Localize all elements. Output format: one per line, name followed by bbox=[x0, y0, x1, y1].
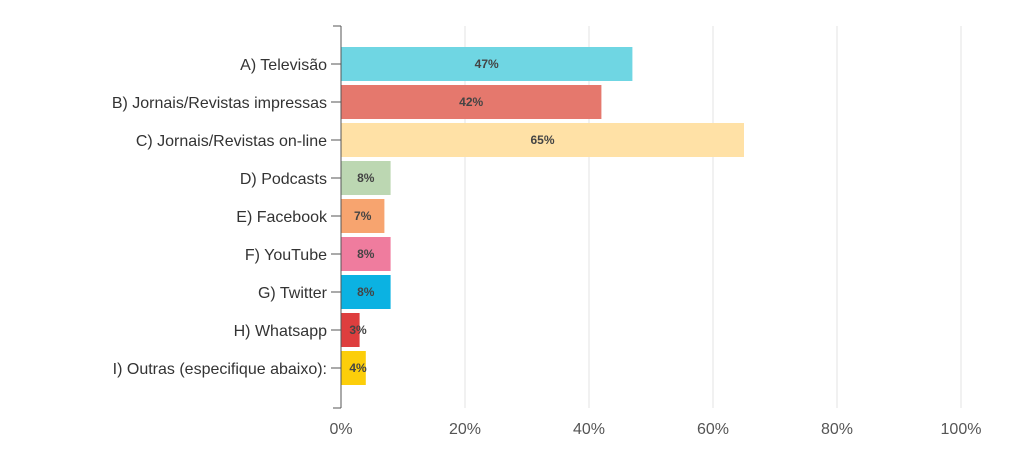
data-label: 3% bbox=[349, 323, 367, 337]
data-label: 47% bbox=[475, 57, 499, 71]
bar bbox=[341, 313, 360, 347]
bar bbox=[341, 199, 385, 233]
bars: 47% 42% 65% 8% 7% 8% 8% 3% 4% bbox=[341, 47, 744, 385]
category-label: I) Outras (especifique abaixo): bbox=[113, 361, 327, 378]
x-tick-label: 80% bbox=[821, 421, 853, 438]
category-label: D) Podcasts bbox=[240, 171, 327, 188]
data-label: 8% bbox=[357, 285, 375, 299]
bar bbox=[341, 237, 391, 271]
category-label: B) Jornais/Revistas impressas bbox=[112, 95, 327, 112]
category-label: H) Whatsapp bbox=[234, 323, 327, 340]
data-label: 42% bbox=[459, 95, 483, 109]
x-tick-label: 20% bbox=[449, 421, 481, 438]
data-label: 8% bbox=[357, 171, 375, 185]
x-tick-labels: 0% 20% 40% 60% 80% 100% bbox=[329, 421, 981, 438]
category-label: G) Twitter bbox=[258, 285, 328, 302]
bar bbox=[341, 275, 391, 309]
gridlines bbox=[464, 26, 962, 408]
x-tick-label: 40% bbox=[573, 421, 605, 438]
data-label: 4% bbox=[349, 361, 367, 375]
category-label: E) Facebook bbox=[236, 209, 328, 226]
data-label: 7% bbox=[354, 209, 372, 223]
x-tick-label: 60% bbox=[697, 421, 729, 438]
bar bbox=[341, 351, 366, 385]
y-axis bbox=[331, 25, 342, 409]
data-label: 65% bbox=[530, 133, 554, 147]
category-labels: A) Televisão B) Jornais/Revistas impressa… bbox=[112, 57, 328, 378]
bar bbox=[341, 123, 744, 157]
category-label: F) YouTube bbox=[245, 247, 327, 264]
bar bbox=[341, 85, 602, 119]
bar bbox=[341, 47, 633, 81]
data-label: 8% bbox=[357, 247, 375, 261]
x-tick-label: 0% bbox=[329, 421, 352, 438]
category-label: C) Jornais/Revistas on-line bbox=[136, 133, 327, 150]
x-tick-label: 100% bbox=[941, 421, 982, 438]
category-label: A) Televisão bbox=[240, 57, 327, 74]
bar bbox=[341, 161, 391, 195]
